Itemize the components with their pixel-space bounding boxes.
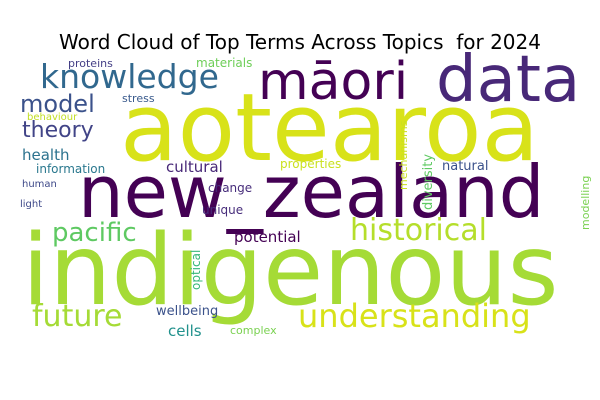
word-natural: natural — [442, 159, 489, 174]
word-pacific: pacific — [52, 218, 137, 248]
word-wellbeing: wellbeing — [156, 304, 219, 319]
word-model: model — [20, 90, 95, 118]
word-diversity: diversity — [421, 153, 436, 210]
word-light: light — [20, 199, 43, 210]
word-theory: theory — [22, 118, 94, 143]
word-understanding: understanding — [298, 297, 531, 335]
word-knowledge: knowledge — [40, 57, 219, 96]
word-complex: complex — [230, 324, 277, 337]
word-human: human — [22, 179, 57, 190]
word-unique: unique — [202, 203, 244, 217]
word-cultural: cultural — [166, 158, 223, 176]
word-behaviour: behaviour — [27, 112, 78, 123]
word-modelling: modelling — [579, 175, 592, 230]
word-māori: māori — [258, 52, 409, 112]
word-information: information — [36, 162, 106, 176]
word-indigenous: indigenous — [22, 214, 559, 328]
word-new-zealand: new_zealand — [78, 150, 545, 234]
word-change: change — [208, 181, 253, 195]
word-properties: properties — [280, 157, 342, 171]
word-optical: optical — [189, 249, 203, 290]
word-potential: potential — [234, 228, 301, 246]
word-stress: stress — [122, 92, 155, 105]
chart-title: Word Cloud of Top Terms Across Topics fo… — [59, 30, 541, 54]
word-proteins: proteins — [68, 57, 113, 70]
word-historical: historical — [350, 213, 487, 248]
word-future: future — [32, 299, 123, 334]
word-cells: cells — [168, 322, 202, 340]
word-materials: materials — [196, 56, 253, 70]
word-data: data — [436, 43, 581, 117]
word-aotearoa: aotearoa — [120, 74, 540, 183]
word-mechanisms: mechanisms — [397, 120, 410, 190]
word-health: health — [22, 146, 70, 164]
